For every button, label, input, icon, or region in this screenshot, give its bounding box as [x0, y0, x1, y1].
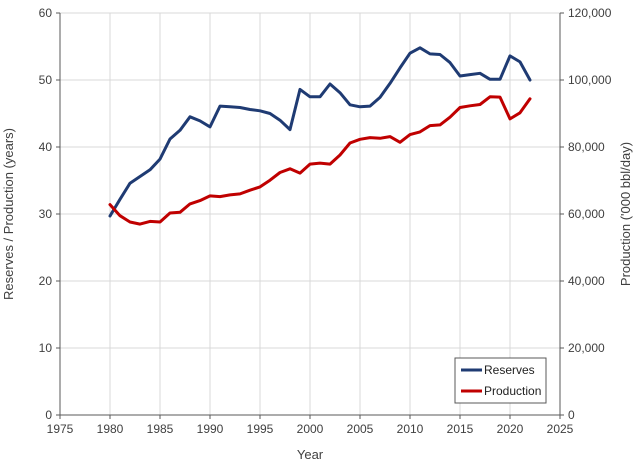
y-left-tick-label: 30: [39, 207, 53, 221]
series-lines: [108, 46, 532, 226]
x-tick-label: 2010: [397, 422, 424, 436]
x-tick-label: 1995: [247, 422, 274, 436]
y-right-axis-title: Production ('000 bbl/day): [618, 142, 633, 286]
series-line-reserves: [108, 46, 532, 218]
y-right-tick-label: 0: [568, 408, 575, 422]
legend-label-reserves: Reserves: [484, 363, 535, 377]
x-tick-label: 1975: [47, 422, 74, 436]
y-right-tick-label: 40,000: [568, 274, 605, 288]
gridlines: [59, 12, 561, 416]
y-right-tick-label: 60,000: [568, 207, 605, 221]
x-tick-label: 1980: [97, 422, 124, 436]
y-left-tick-label: 50: [39, 73, 53, 87]
legend-label-production: Production: [484, 384, 541, 398]
series-line-production: [108, 95, 532, 226]
x-tick-label: 2020: [497, 422, 524, 436]
y-right-tick-label: 20,000: [568, 341, 605, 355]
y-right-tick-label: 120,000: [568, 6, 612, 20]
x-tick-label: 1990: [197, 422, 224, 436]
y-left-tick-label: 40: [39, 140, 53, 154]
y-left-tick-label: 0: [45, 408, 52, 422]
legend-box: [454, 357, 547, 404]
axes: 1975 1980 1985 1990 1995 2000 2005 2010 2015 2020…: [39, 6, 612, 436]
y-left-tick-label: 10: [39, 341, 53, 355]
y-right-tick-label: 100,000: [568, 73, 612, 87]
x-axis-title: Year: [297, 447, 324, 462]
y-left-tick-label: 60: [39, 6, 53, 20]
x-tick-label: 2025: [547, 422, 574, 436]
x-tick-label: 2005: [347, 422, 374, 436]
legend: Reserves Production: [454, 357, 547, 404]
y-left-axis-title: Reserves / Production (years): [1, 128, 16, 300]
y-left-tick-label: 20: [39, 274, 53, 288]
x-tick-label: 1985: [147, 422, 174, 436]
x-tick-label: 2000: [297, 422, 324, 436]
x-tick-label: 2015: [447, 422, 474, 436]
y-right-tick-label: 80,000: [568, 140, 605, 154]
